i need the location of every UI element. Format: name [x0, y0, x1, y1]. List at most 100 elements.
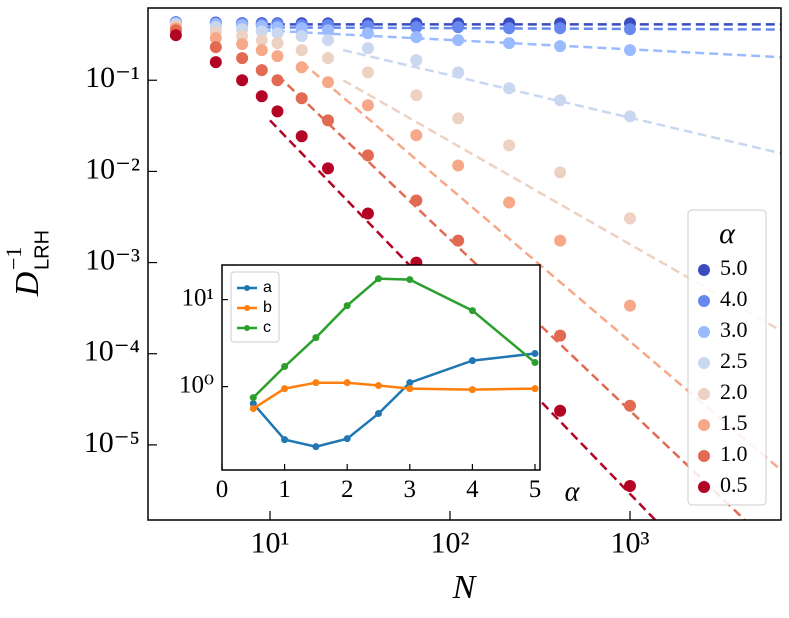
inset-legend-marker	[244, 305, 250, 311]
legend-label: 0.5	[720, 472, 748, 497]
data-point	[410, 21, 423, 34]
series-line	[252, 381, 536, 410]
data-point	[361, 207, 374, 220]
y-axis-label-sub: LRH	[31, 230, 53, 270]
legend-label: 1.5	[720, 410, 748, 435]
data-point	[531, 350, 539, 358]
data-point	[452, 21, 465, 34]
data-point	[209, 41, 222, 54]
axes-frame	[147, 7, 782, 521]
data-point	[410, 31, 423, 44]
data-point	[236, 74, 249, 87]
data-point	[312, 334, 320, 342]
x-tick-label: 2	[341, 476, 354, 503]
data-point	[374, 410, 382, 418]
data-point	[554, 234, 567, 247]
legend-label: 1.0	[720, 441, 748, 466]
data-point	[271, 74, 284, 87]
series-line	[252, 352, 536, 448]
y-tick-label: 10⁻³	[85, 243, 140, 276]
data-point	[452, 34, 465, 47]
data-point	[554, 22, 567, 35]
legend-marker	[698, 450, 710, 462]
legend-box	[687, 209, 767, 506]
fit-line	[261, 28, 781, 59]
data-point	[406, 385, 414, 393]
data-point	[503, 82, 516, 95]
inset-x-axis-label: α	[565, 476, 581, 507]
data-point	[452, 159, 465, 172]
data-point	[271, 50, 284, 63]
data-point	[281, 363, 289, 371]
x-tick-label: 10³	[611, 526, 650, 559]
legend-label: 3.0	[720, 317, 748, 342]
inset-legend-marker	[244, 285, 250, 291]
data-point	[361, 42, 374, 55]
inset-legend-label: b	[263, 299, 272, 316]
data-point	[468, 386, 476, 394]
data-point	[295, 92, 308, 105]
data-point	[624, 480, 637, 493]
data-point	[624, 299, 637, 312]
inset-legend-marker	[244, 325, 250, 331]
data-point	[531, 359, 539, 367]
data-point	[503, 22, 516, 35]
plot-layer	[249, 275, 539, 451]
data-point	[236, 52, 249, 65]
plot-layer	[169, 16, 781, 520]
data-point	[322, 24, 335, 37]
data-point	[374, 275, 382, 283]
data-point	[255, 44, 268, 57]
data-point	[209, 56, 222, 69]
data-point	[374, 381, 382, 389]
data-point	[322, 52, 335, 65]
legend-label: 2.5	[720, 348, 748, 373]
data-point	[322, 76, 335, 89]
data-point	[624, 399, 637, 412]
data-point	[312, 443, 320, 451]
y-axis-label-sup: −1	[1, 247, 26, 270]
data-point	[209, 32, 222, 45]
data-point	[343, 379, 351, 387]
data-point	[452, 234, 465, 247]
legend-marker	[698, 481, 710, 493]
y-tick-label: 10⁻¹	[85, 61, 140, 94]
data-point	[410, 54, 423, 67]
legend-title: α	[719, 217, 736, 250]
data-point	[468, 307, 476, 315]
data-point	[255, 34, 268, 47]
data-point	[295, 130, 308, 143]
data-point	[343, 302, 351, 310]
data-point	[271, 37, 284, 50]
data-point	[343, 435, 351, 443]
data-point	[554, 166, 567, 179]
inset-legend-label: a	[263, 279, 272, 296]
y-tick-label: 10⁻²	[85, 152, 140, 185]
y-axis-label: D−1 LRH	[1, 230, 53, 297]
data-point	[361, 27, 374, 40]
data-point	[452, 112, 465, 125]
data-point	[452, 66, 465, 79]
x-tick-label: 1	[278, 476, 291, 503]
data-point	[322, 114, 335, 127]
data-point	[312, 379, 320, 387]
axes-frame	[221, 264, 541, 471]
legend-label: 4.0	[720, 286, 748, 311]
data-point	[531, 385, 539, 393]
data-point	[281, 385, 289, 393]
data-point	[410, 89, 423, 102]
data-point	[271, 27, 284, 40]
legend-marker	[698, 264, 710, 276]
x-tick-label: 10¹	[251, 526, 290, 559]
data-point	[406, 276, 414, 284]
data-point	[554, 94, 567, 107]
x-tick-label: 3	[404, 476, 417, 503]
data-point	[624, 212, 637, 225]
y-tick-label: 10⁰	[179, 371, 214, 398]
data-point	[249, 400, 257, 408]
legend-marker	[698, 388, 710, 400]
data-point	[295, 44, 308, 57]
data-point	[249, 405, 257, 413]
data-point	[271, 105, 284, 118]
